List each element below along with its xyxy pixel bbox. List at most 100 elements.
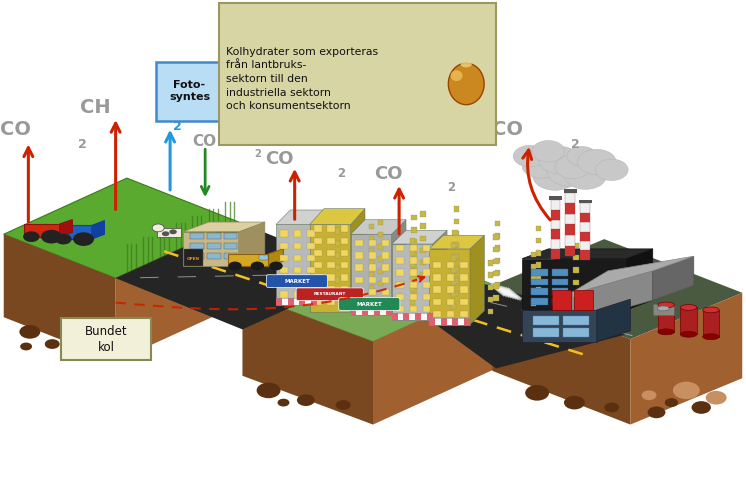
Bar xyxy=(460,286,468,293)
Bar xyxy=(341,286,348,293)
Bar xyxy=(574,243,579,248)
Bar xyxy=(460,299,468,305)
Bar xyxy=(369,252,376,259)
Bar xyxy=(530,288,536,293)
Bar xyxy=(574,255,579,261)
Bar xyxy=(423,282,430,288)
Bar xyxy=(552,288,568,295)
Bar xyxy=(580,203,590,213)
Bar xyxy=(531,288,548,295)
Bar xyxy=(369,285,374,290)
FancyBboxPatch shape xyxy=(219,3,496,145)
Circle shape xyxy=(604,403,619,412)
FancyBboxPatch shape xyxy=(266,275,327,287)
Text: MARKET: MARKET xyxy=(284,279,310,284)
Bar xyxy=(531,298,548,305)
Bar xyxy=(411,239,416,244)
Bar xyxy=(190,233,204,239)
Circle shape xyxy=(673,382,700,399)
Bar xyxy=(551,210,560,220)
Bar xyxy=(580,213,590,222)
Bar xyxy=(433,262,441,268)
Bar xyxy=(488,297,493,302)
Bar xyxy=(327,262,335,268)
Bar xyxy=(447,262,454,268)
Bar xyxy=(396,269,404,276)
Bar xyxy=(382,264,389,271)
Ellipse shape xyxy=(680,305,697,310)
Circle shape xyxy=(577,149,616,175)
Circle shape xyxy=(565,162,606,189)
Bar xyxy=(551,200,560,210)
Bar xyxy=(396,306,404,312)
Bar xyxy=(454,206,460,212)
Bar xyxy=(454,280,460,285)
Bar xyxy=(536,226,542,231)
Bar xyxy=(495,233,501,239)
Bar xyxy=(335,289,340,295)
Text: O: O xyxy=(155,106,170,124)
Bar xyxy=(335,253,340,258)
Circle shape xyxy=(41,230,62,244)
Bar xyxy=(452,266,457,271)
Circle shape xyxy=(20,343,32,350)
Bar xyxy=(495,258,501,263)
Bar xyxy=(433,286,441,293)
Bar xyxy=(224,243,237,249)
Bar xyxy=(536,287,542,292)
Bar xyxy=(327,225,335,232)
Polygon shape xyxy=(392,230,447,244)
Bar xyxy=(327,238,335,244)
Bar xyxy=(551,249,560,259)
Bar xyxy=(565,203,575,214)
Circle shape xyxy=(73,232,94,246)
Text: 4: 4 xyxy=(236,117,245,129)
Bar xyxy=(533,328,559,337)
Bar xyxy=(314,286,322,293)
Polygon shape xyxy=(392,244,433,320)
Circle shape xyxy=(539,146,580,174)
Bar xyxy=(451,243,456,248)
Polygon shape xyxy=(630,293,742,425)
Polygon shape xyxy=(60,220,72,237)
Bar xyxy=(404,313,410,320)
Circle shape xyxy=(513,145,546,167)
Polygon shape xyxy=(366,273,627,368)
Bar xyxy=(327,250,335,256)
Text: Kolhydrater som exporteras
från lantbruks-
sektorn till den
industriella sektorn: Kolhydrater som exporteras från lantbruk… xyxy=(226,47,378,111)
Polygon shape xyxy=(183,232,239,266)
Bar xyxy=(536,263,542,268)
Bar xyxy=(369,240,376,246)
Bar xyxy=(280,243,288,249)
Bar xyxy=(433,311,441,317)
Circle shape xyxy=(648,407,665,418)
Bar xyxy=(411,264,416,269)
Bar xyxy=(580,241,590,250)
Bar xyxy=(382,240,389,246)
Bar xyxy=(410,306,417,312)
Circle shape xyxy=(66,343,84,355)
Bar xyxy=(410,275,415,280)
Bar xyxy=(574,280,579,285)
Bar xyxy=(551,239,560,249)
Bar xyxy=(580,222,590,231)
Circle shape xyxy=(564,396,585,409)
Polygon shape xyxy=(116,222,239,361)
Polygon shape xyxy=(492,239,742,339)
Bar xyxy=(536,238,542,244)
Bar xyxy=(653,304,674,315)
Bar xyxy=(421,224,426,229)
Bar xyxy=(369,297,374,302)
Bar xyxy=(314,225,322,232)
Bar xyxy=(415,313,421,320)
Bar xyxy=(410,245,417,251)
Bar xyxy=(294,298,299,305)
Bar xyxy=(531,269,548,276)
Bar xyxy=(552,269,568,276)
Bar xyxy=(377,281,383,286)
Bar xyxy=(423,306,430,312)
Bar xyxy=(327,286,335,293)
Circle shape xyxy=(642,390,656,400)
Bar xyxy=(452,242,457,247)
Bar xyxy=(452,229,457,235)
